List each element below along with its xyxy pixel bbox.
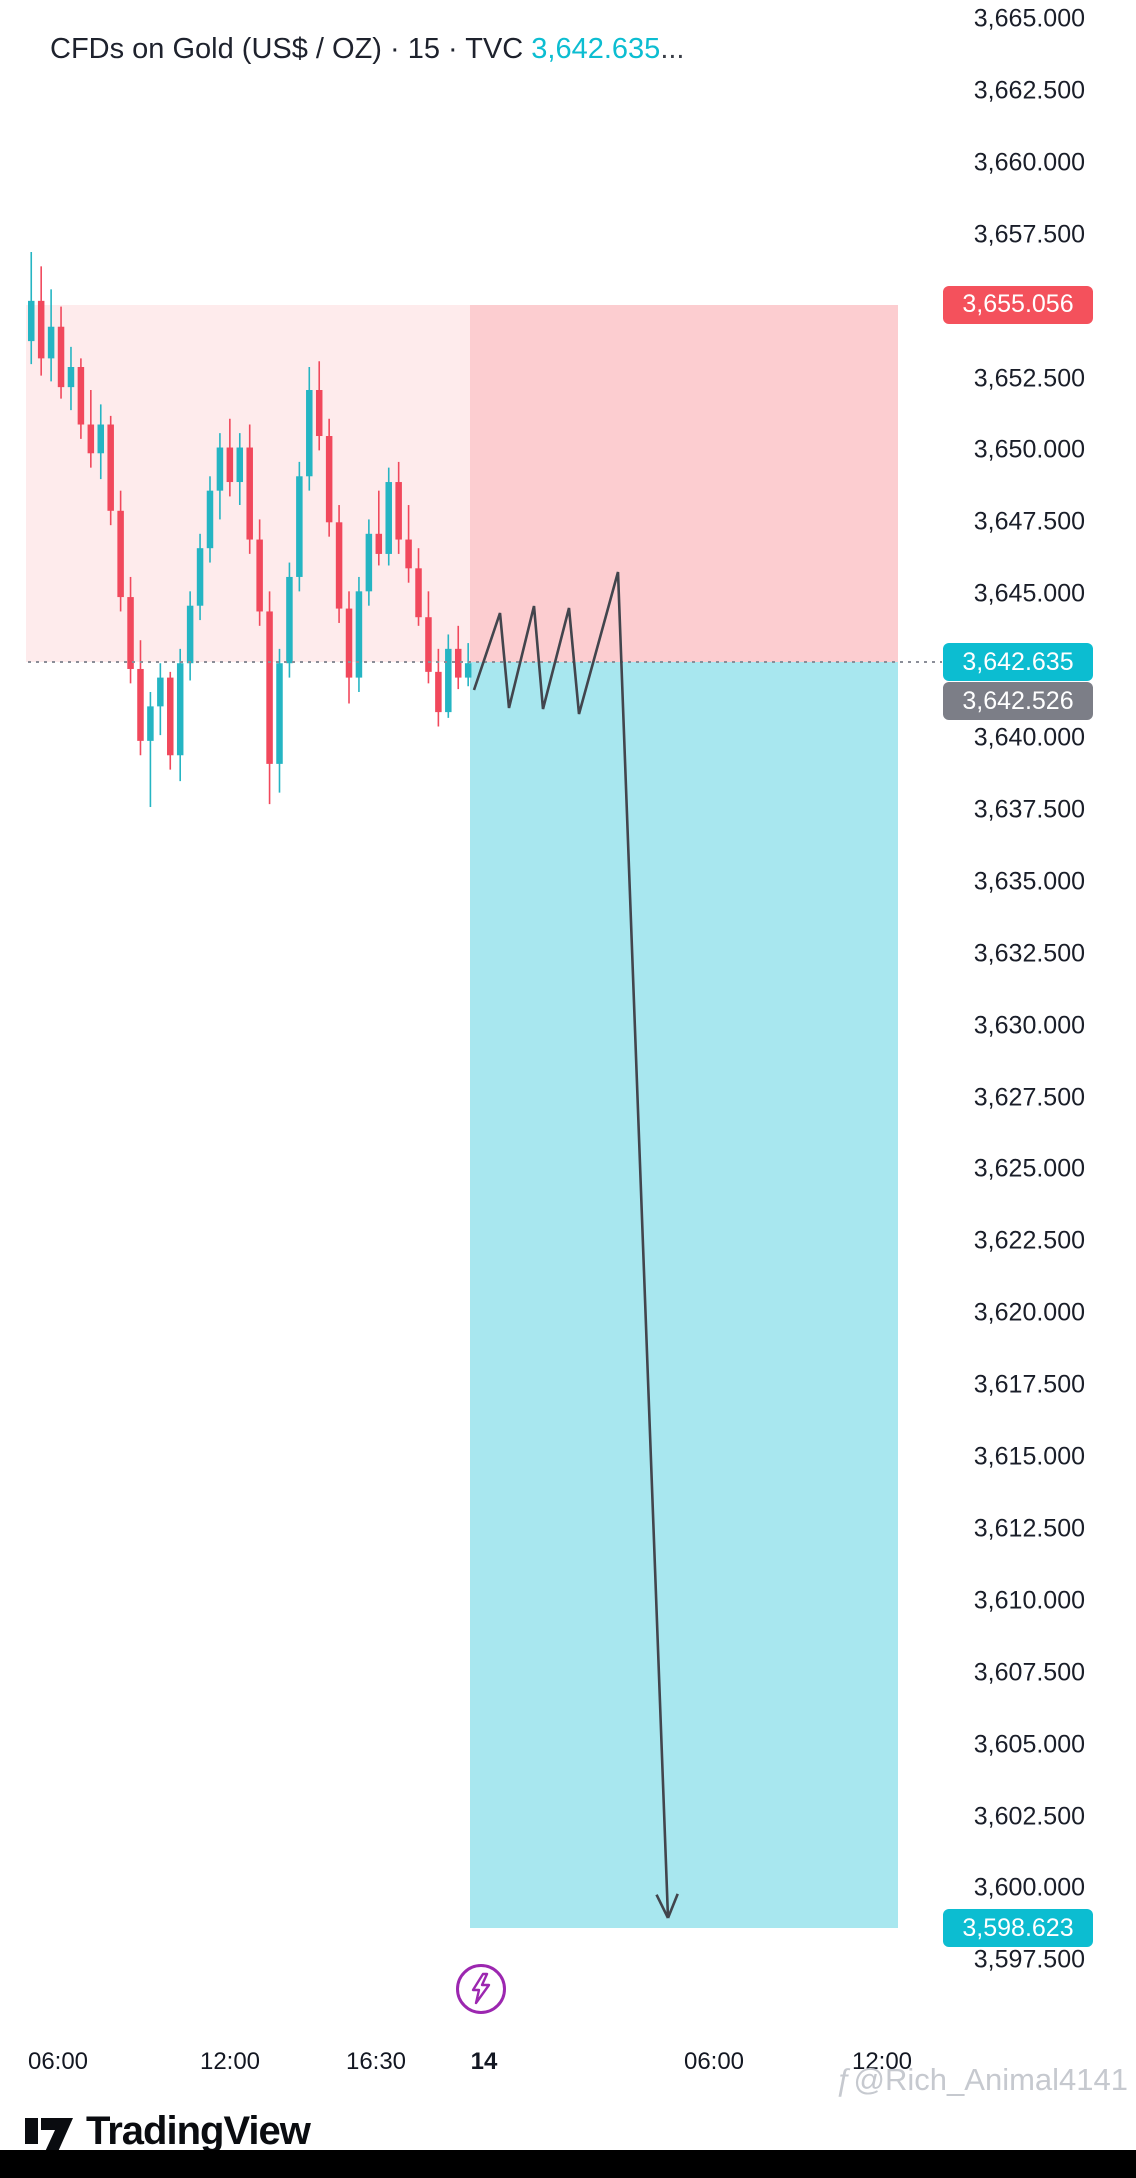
title-ellipsis: ... [660, 33, 685, 65]
target-price-badge[interactable]: 3,598.623 [943, 1909, 1093, 1947]
tradingview-logo-icon [25, 2118, 73, 2154]
position-risk-band-left[interactable] [26, 304, 470, 663]
entry-price-badge[interactable]: 3,642.526 [943, 682, 1093, 721]
tradingview-watermark: TradingView [24, 2108, 311, 2154]
symbol-title[interactable]: CFDs on Gold (US$ / OZ) · 15 · TVC 3,642… [50, 30, 684, 68]
last-price-badge[interactable]: 3,642.635 [943, 643, 1093, 682]
entry-dotted-line[interactable] [28, 661, 942, 664]
tradingview-logo-text: TradingView [86, 2108, 311, 2153]
position-stop-zone[interactable] [470, 304, 898, 663]
author-handle-text: @Rich_Animal4141 [853, 2062, 1128, 2097]
symbol-title-text: CFDs on Gold (US$ / OZ) · 15 · TVC [50, 33, 524, 65]
bottom-system-bar [0, 2150, 1136, 2178]
position-profit-zone[interactable] [470, 662, 898, 1928]
symbol-last-price: 3,642.635 [531, 33, 661, 65]
stop-price-badge[interactable]: 3,655.056 [943, 285, 1093, 324]
signature-icon: ƒ [834, 2062, 852, 2097]
author-handle: ƒ@Rich_Animal4141 [834, 2062, 1128, 2098]
lightning-icon [471, 1972, 491, 2005]
quick-action-button[interactable] [456, 1964, 506, 2014]
